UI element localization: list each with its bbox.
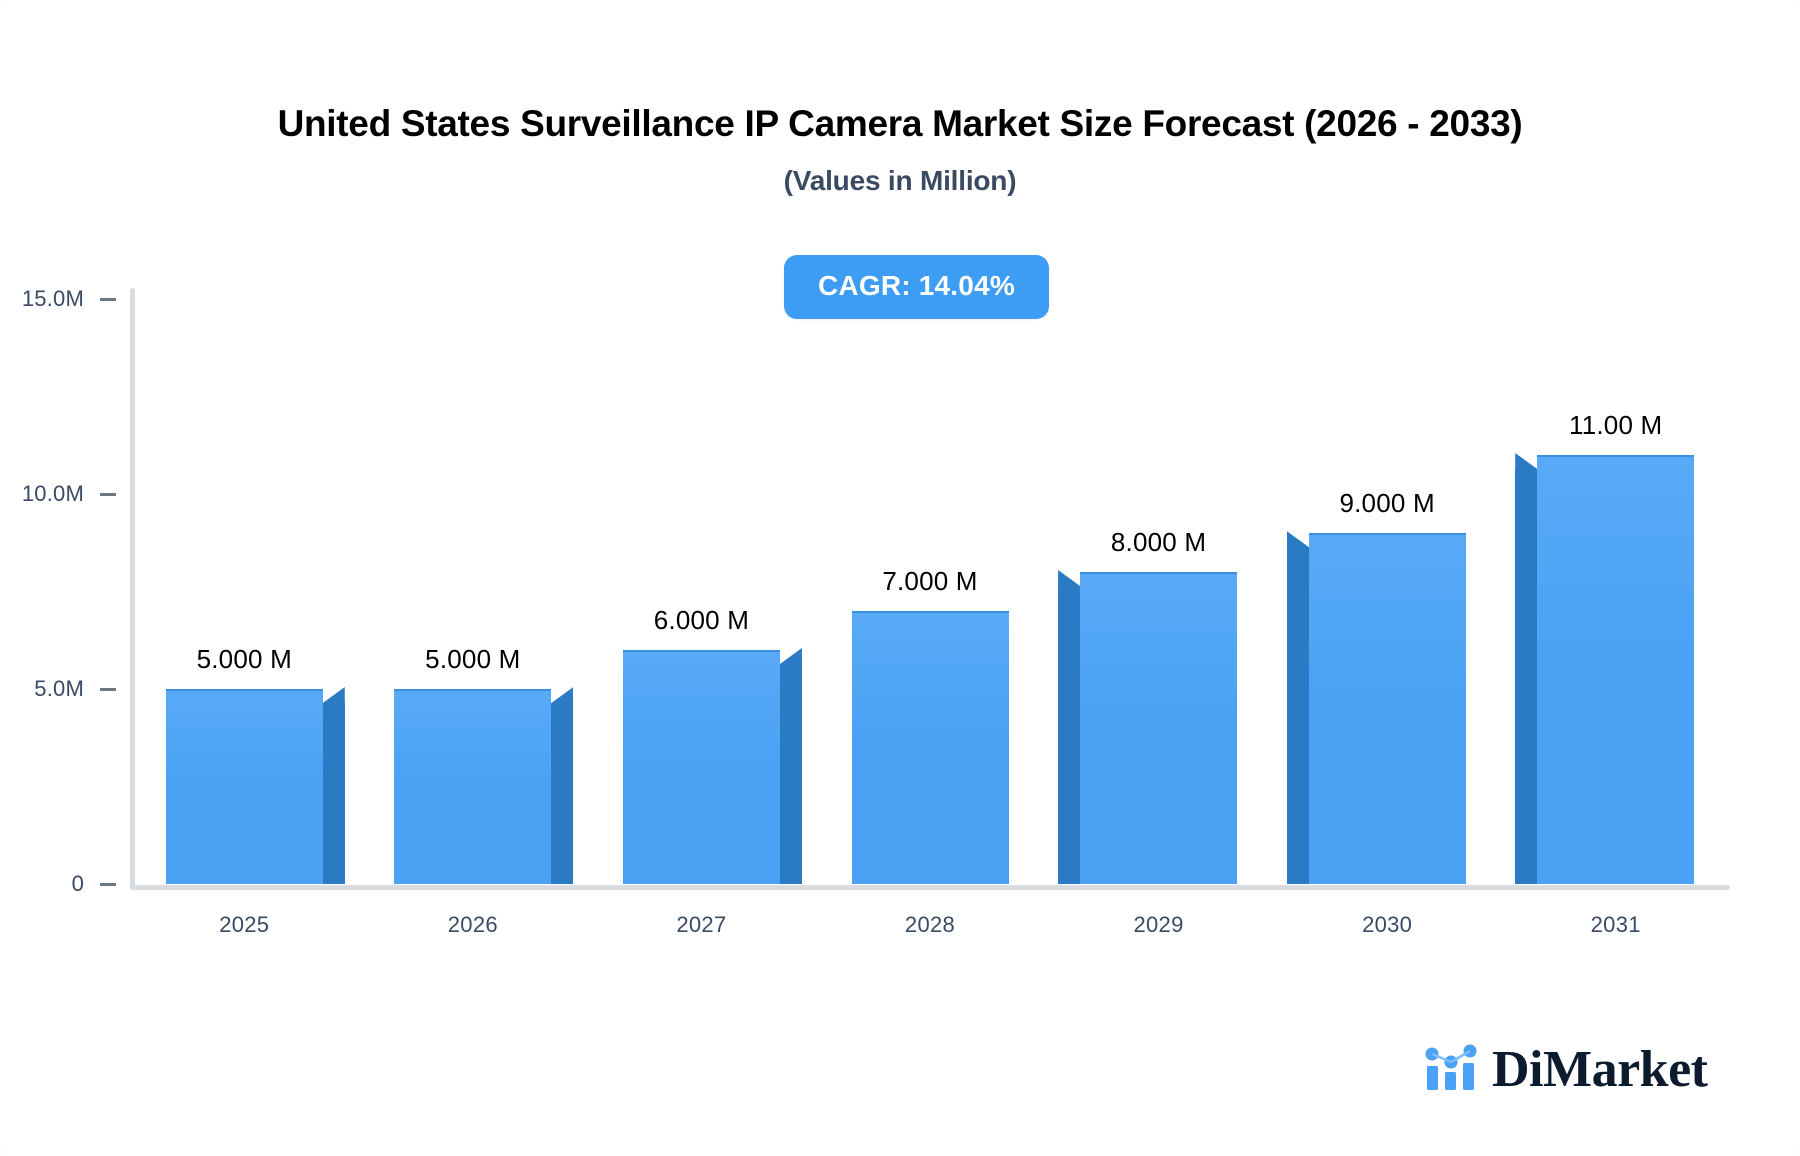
bar-side-panel xyxy=(1058,586,1081,884)
bar-top-bevel xyxy=(322,687,345,703)
cagr-badge: CAGR: 14.04% xyxy=(784,255,1049,319)
bar-value-label: 11.00 M xyxy=(1568,410,1663,440)
page-title: United States Surveillance IP Camera Mar… xyxy=(277,103,1523,144)
bar-face[interactable] xyxy=(1308,533,1466,884)
y-axis-tick-mark xyxy=(100,297,116,301)
bar-top-bevel xyxy=(1286,531,1309,547)
x-axis-label: 2031 xyxy=(1590,912,1641,937)
bar-chart-dots-icon xyxy=(1424,1042,1478,1097)
bar-face[interactable] xyxy=(394,689,552,884)
bar-side-panel xyxy=(322,703,345,884)
plot-area: 15.0M 10.0M 5.0M 0 5.000 M 2025 5.000 M 2026 6.… xyxy=(22,286,1730,937)
y-axis-tick-label: 15.0M xyxy=(21,286,84,311)
bar-value-label: 5.000 M xyxy=(196,644,292,674)
y-axis-tick: 0 xyxy=(72,871,130,897)
bar-value-label: 8.000 M xyxy=(1110,527,1207,557)
bar-top-bevel xyxy=(1058,570,1081,586)
bar-face[interactable] xyxy=(622,650,780,884)
bar-side-panel xyxy=(551,703,574,884)
bar-face[interactable] xyxy=(1537,455,1695,884)
bar-value-label: 7.000 M xyxy=(882,566,978,596)
y-axis-tick: 15.0M xyxy=(22,286,130,312)
title-block: United States Surveillance IP Camera Mar… xyxy=(0,103,1800,197)
bar-group[interactable]: 8.000 M xyxy=(1058,527,1238,884)
x-axis-line xyxy=(130,885,1730,890)
x-axis-label: 2027 xyxy=(676,912,727,937)
y-axis-tick-mark xyxy=(100,882,116,886)
y-axis-tick: 10.0M xyxy=(22,481,130,507)
bar-group[interactable]: 6.000 M xyxy=(622,605,802,884)
bar-group[interactable]: 5.000 M xyxy=(394,644,574,884)
x-axis-label: 2030 xyxy=(1362,912,1413,937)
bar-top-bevel xyxy=(551,687,574,703)
y-axis-tick-mark xyxy=(100,687,116,691)
bar-top-bevel xyxy=(779,648,802,664)
x-axis-label: 2025 xyxy=(219,912,270,937)
bar-face[interactable] xyxy=(851,611,1009,884)
bar-group[interactable]: 11.00 M xyxy=(1515,410,1695,884)
y-axis-tick: 5.0M xyxy=(34,676,130,702)
bar-group[interactable]: 9.000 M xyxy=(1286,488,1466,884)
bar-value-label: 9.000 M xyxy=(1339,488,1435,518)
bar-group[interactable]: 7.000 M xyxy=(851,566,1009,884)
bar-side-panel xyxy=(1515,469,1538,884)
x-axis-label: 2029 xyxy=(1133,912,1184,937)
dimarket-logo: DiMarket xyxy=(1424,1040,1708,1098)
bar-side-panel xyxy=(1286,547,1309,884)
bar-value-label: 6.000 M xyxy=(653,605,750,635)
chart-subtitle: (Values in Million) xyxy=(783,164,1017,196)
bar-face[interactable] xyxy=(1080,572,1238,884)
x-axis-label: 2026 xyxy=(447,912,498,937)
y-axis-tick-mark xyxy=(100,492,116,496)
bar-side-panel xyxy=(779,664,802,884)
bar-value-label: 5.000 M xyxy=(425,644,521,674)
logo-text: DiMarket xyxy=(1492,1040,1708,1098)
x-axis-label: 2028 xyxy=(904,912,956,937)
bar-top-bevel xyxy=(1515,453,1538,469)
bar-face[interactable] xyxy=(165,689,323,884)
y-axis-tick-label: 0 xyxy=(71,871,84,896)
y-axis-tick-label: 10.0M xyxy=(21,481,84,506)
y-axis-line xyxy=(130,288,135,888)
bar-group[interactable]: 5.000 M xyxy=(165,644,345,884)
y-axis-tick-label: 5.0M xyxy=(34,676,84,701)
